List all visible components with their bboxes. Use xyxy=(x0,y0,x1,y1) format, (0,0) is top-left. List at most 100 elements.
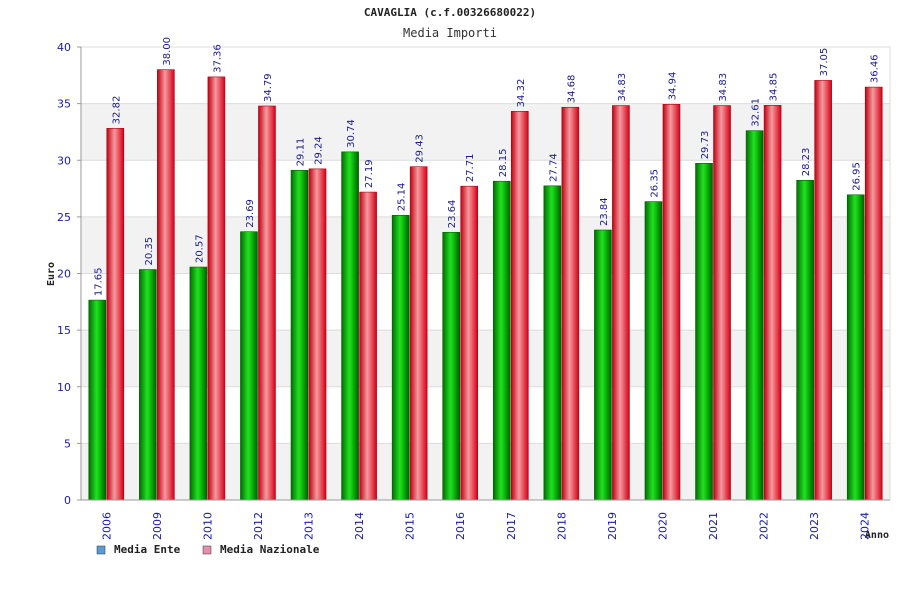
bar-media-nazionale-2015 xyxy=(409,166,428,501)
data-label-media-nazionale-2006: 32.82 xyxy=(111,96,122,125)
data-label-media-nazionale-2009: 38.00 xyxy=(162,37,173,66)
data-label-media-ente-2024: 26.95 xyxy=(852,162,863,191)
data-label-media-nazionale-2018: 34.68 xyxy=(566,75,577,104)
bar-media-nazionale-2014 xyxy=(359,191,377,501)
bar-media-nazionale-2023 xyxy=(814,80,832,501)
bar-media-ente-2024 xyxy=(846,194,865,501)
x-tick-label-2016: 2016 xyxy=(454,512,467,540)
bar-media-nazionale-2006 xyxy=(106,128,125,501)
data-label-media-nazionale-2021: 34.83 xyxy=(718,73,729,102)
legend-label-media-nazionale: Media Nazionale xyxy=(220,543,320,556)
bar-media-ente-2015 xyxy=(391,214,410,501)
bar-media-ente-2012 xyxy=(240,231,258,501)
x-tick-label-2021: 2021 xyxy=(707,512,720,540)
x-tick-label-2023: 2023 xyxy=(808,512,821,540)
bar-media-nazionale-2024 xyxy=(864,86,883,501)
x-tick-label-2006: 2006 xyxy=(100,512,113,540)
bar-media-nazionale-2020 xyxy=(662,104,681,501)
bar-media-ente-2017 xyxy=(492,180,511,501)
x-tick-label-2020: 2020 xyxy=(656,512,669,540)
bar-media-ente-2016 xyxy=(442,231,461,501)
bar-media-ente-2009 xyxy=(139,269,157,501)
data-label-media-nazionale-2013: 29.24 xyxy=(314,136,325,165)
x-tick-label-2018: 2018 xyxy=(555,512,568,540)
data-label-media-ente-2012: 23.69 xyxy=(245,199,256,228)
bar-media-ente-2023 xyxy=(796,179,814,501)
bar-media-nazionale-2018 xyxy=(561,106,580,501)
x-tick-label-2017: 2017 xyxy=(505,512,518,540)
data-label-media-ente-2023: 28.23 xyxy=(801,148,812,177)
bar-media-nazionale-2009 xyxy=(157,69,175,501)
data-label-media-nazionale-2015: 29.43 xyxy=(415,134,426,163)
x-axis-ticks: 2006 2009 2010 2012 2013 2014 2015 2016 2017 2018… xyxy=(100,512,871,540)
data-label-media-ente-2017: 28.15 xyxy=(498,149,509,178)
x-tick-label-2013: 2013 xyxy=(303,512,316,540)
data-label-media-ente-2022: 32.61 xyxy=(751,98,762,127)
data-label-media-nazionale-2020: 34.94 xyxy=(667,72,678,101)
x-tick-label-2012: 2012 xyxy=(252,512,265,540)
data-label-media-ente-2009: 20.35 xyxy=(144,237,155,266)
bar-media-ente-2021 xyxy=(695,163,713,501)
bar-media-nazionale-2022 xyxy=(763,105,782,501)
data-label-media-ente-2013: 29.11 xyxy=(296,138,307,167)
legend-swatch-media-ente xyxy=(96,545,106,555)
data-label-media-ente-2019: 23.84 xyxy=(599,197,610,226)
data-label-media-nazionale-2024: 36.46 xyxy=(870,54,881,83)
bar-media-nazionale-2019 xyxy=(612,105,630,501)
bar-media-ente-2014 xyxy=(341,151,359,501)
y-tick-label: 10 xyxy=(57,381,71,394)
bar-media-nazionale-2010 xyxy=(207,76,226,501)
data-label-media-nazionale-2022: 34.85 xyxy=(769,73,780,102)
bar-media-nazionale-2016 xyxy=(460,185,479,501)
y-axis-ticks: 0 5 10 15 20 25 30 35 40 xyxy=(57,41,81,507)
bar-media-nazionale-2012 xyxy=(258,105,276,501)
y-axis-label: Euro xyxy=(46,262,57,286)
data-label-media-nazionale-2019: 34.83 xyxy=(617,73,628,102)
x-tick-label-2009: 2009 xyxy=(151,512,164,540)
y-tick-label: 5 xyxy=(64,437,71,450)
bar-media-ente-2020 xyxy=(644,201,663,501)
x-tick-label-2014: 2014 xyxy=(353,512,366,540)
data-label-media-ente-2016: 23.64 xyxy=(447,200,458,229)
bar-media-nazionale-2021 xyxy=(713,105,731,501)
x-tick-label-2022: 2022 xyxy=(758,512,771,540)
x-tick-label-2024: 2024 xyxy=(859,512,872,540)
chart-subtitle: Media Importi xyxy=(403,26,497,40)
data-label-media-nazionale-2012: 34.79 xyxy=(263,73,274,102)
bar-media-ente-2006 xyxy=(88,299,107,501)
data-label-media-nazionale-2016: 27.71 xyxy=(465,154,476,183)
y-tick-label: 35 xyxy=(57,98,71,111)
bars xyxy=(88,69,883,501)
chart-title: CAVAGLIA (c.f.00326680022) xyxy=(364,6,536,19)
data-label-media-ente-2006: 17.65 xyxy=(93,267,104,296)
y-tick-label: 30 xyxy=(57,154,71,167)
data-labels: 17.65 32.82 20.35 38.00 20.57 37.36 23.69 34.79… xyxy=(93,37,880,296)
bar-media-nazionale-2013 xyxy=(308,168,327,501)
x-tick-label-2019: 2019 xyxy=(606,512,619,540)
data-label-media-nazionale-2014: 27.19 xyxy=(364,159,375,188)
bar-media-ente-2018 xyxy=(543,185,562,501)
data-label-media-ente-2014: 30.74 xyxy=(346,119,357,148)
legend-swatch-media-nazionale xyxy=(202,545,212,555)
bar-media-ente-2010 xyxy=(189,266,208,501)
bar-media-ente-2019 xyxy=(594,229,612,501)
data-label-media-ente-2015: 25.14 xyxy=(397,183,408,212)
x-tick-label-2010: 2010 xyxy=(201,512,214,540)
data-label-media-ente-2010: 20.57 xyxy=(194,234,205,263)
bar-media-ente-2022 xyxy=(745,130,764,501)
y-tick-label: 0 xyxy=(64,494,71,507)
data-label-media-ente-2021: 29.73 xyxy=(700,131,711,160)
data-label-media-nazionale-2017: 34.32 xyxy=(516,79,527,108)
data-label-media-ente-2018: 27.74 xyxy=(548,153,559,182)
legend: Media Ente Media Nazionale xyxy=(96,543,320,556)
y-tick-label: 15 xyxy=(57,324,71,337)
data-label-media-nazionale-2023: 37.05 xyxy=(819,48,830,77)
x-tick-label-2015: 2015 xyxy=(404,512,417,540)
y-tick-label: 40 xyxy=(57,41,71,54)
y-tick-label: 25 xyxy=(57,211,71,224)
bar-media-nazionale-2017 xyxy=(510,111,529,501)
bar-media-ente-2013 xyxy=(290,170,309,501)
legend-label-media-ente: Media Ente xyxy=(114,543,181,556)
